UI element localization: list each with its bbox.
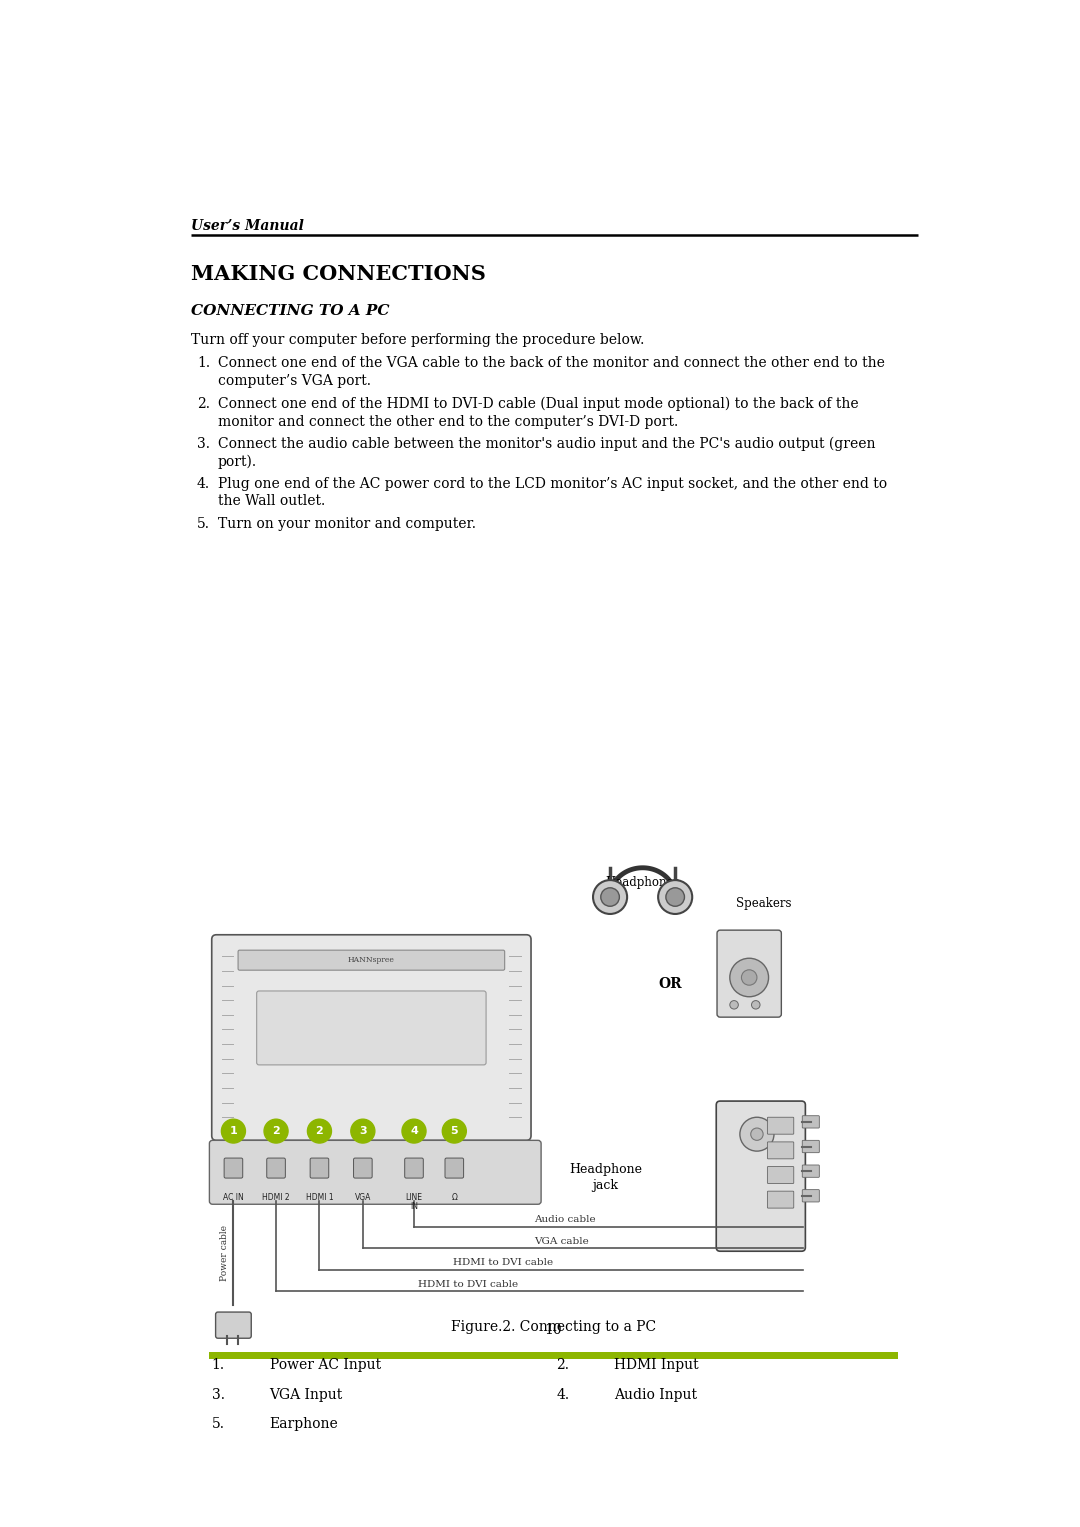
Text: LINE
IN: LINE IN xyxy=(405,1193,422,1211)
FancyBboxPatch shape xyxy=(802,1116,820,1128)
Circle shape xyxy=(264,1119,288,1144)
Bar xyxy=(554,1382,583,1408)
FancyBboxPatch shape xyxy=(405,1157,423,1177)
Circle shape xyxy=(742,970,757,985)
Circle shape xyxy=(443,1119,467,1144)
Text: Turn off your computer before performing the procedure below.: Turn off your computer before performing… xyxy=(191,333,644,347)
Text: HDMI 1: HDMI 1 xyxy=(306,1193,334,1202)
FancyBboxPatch shape xyxy=(257,991,486,1064)
Circle shape xyxy=(600,887,619,906)
Text: HDMI 2: HDMI 2 xyxy=(262,1193,289,1202)
FancyBboxPatch shape xyxy=(717,930,781,1017)
Text: Figure.2. Connecting to a PC: Figure.2. Connecting to a PC xyxy=(451,1319,656,1333)
Text: VGA: VGA xyxy=(354,1193,372,1202)
Text: HANNspree: HANNspree xyxy=(348,956,395,964)
Text: 2: 2 xyxy=(315,1125,323,1136)
Circle shape xyxy=(221,1119,245,1144)
Text: HDMI Input: HDMI Input xyxy=(615,1358,699,1373)
Text: Earphone: Earphone xyxy=(270,1417,338,1431)
Text: Power AC Input: Power AC Input xyxy=(270,1358,381,1373)
Text: AC IN: AC IN xyxy=(224,1193,244,1202)
Text: 2.: 2. xyxy=(197,397,210,411)
FancyBboxPatch shape xyxy=(310,1157,328,1177)
Text: 3.: 3. xyxy=(212,1388,225,1402)
FancyBboxPatch shape xyxy=(716,1101,806,1251)
FancyBboxPatch shape xyxy=(445,1157,463,1177)
Text: HDMI to DVI cable: HDMI to DVI cable xyxy=(418,1280,518,1289)
Text: CONNECTING TO A PC: CONNECTING TO A PC xyxy=(191,304,389,318)
Text: Headphone
jack: Headphone jack xyxy=(569,1162,642,1191)
Circle shape xyxy=(666,887,685,906)
Text: 10: 10 xyxy=(544,1324,563,1338)
FancyBboxPatch shape xyxy=(768,1118,794,1135)
Text: Power cable: Power cable xyxy=(219,1225,229,1281)
FancyBboxPatch shape xyxy=(210,1141,541,1205)
FancyBboxPatch shape xyxy=(238,950,504,970)
Text: 2.: 2. xyxy=(556,1358,569,1373)
Bar xyxy=(583,1351,899,1379)
Text: Speakers: Speakers xyxy=(735,896,792,910)
Text: 5: 5 xyxy=(450,1125,458,1136)
Text: 3.: 3. xyxy=(197,437,210,450)
FancyBboxPatch shape xyxy=(768,1167,794,1183)
Text: 5.: 5. xyxy=(197,516,210,531)
Text: 5.: 5. xyxy=(212,1417,225,1431)
Text: Audio cable: Audio cable xyxy=(535,1215,596,1225)
Bar xyxy=(208,1382,238,1408)
Text: MAKING CONNECTIONS: MAKING CONNECTIONS xyxy=(191,264,486,284)
Text: Connect one end of the VGA cable to the back of the monitor and connect the othe: Connect one end of the VGA cable to the … xyxy=(218,356,885,388)
Text: 2: 2 xyxy=(272,1125,280,1136)
FancyBboxPatch shape xyxy=(267,1157,285,1177)
Circle shape xyxy=(752,1000,760,1009)
Circle shape xyxy=(351,1119,375,1144)
Circle shape xyxy=(308,1119,332,1144)
FancyBboxPatch shape xyxy=(768,1191,794,1208)
Circle shape xyxy=(751,1128,764,1141)
FancyBboxPatch shape xyxy=(768,1142,794,1159)
Text: Ω: Ω xyxy=(451,1193,457,1202)
Text: 4.: 4. xyxy=(556,1388,569,1402)
FancyBboxPatch shape xyxy=(802,1165,820,1177)
Bar xyxy=(583,1411,899,1437)
Text: 4.: 4. xyxy=(197,476,211,490)
Circle shape xyxy=(402,1119,426,1144)
Text: HDMI to DVI cable: HDMI to DVI cable xyxy=(453,1258,553,1267)
Text: 4: 4 xyxy=(410,1125,418,1136)
Circle shape xyxy=(740,1118,774,1151)
FancyBboxPatch shape xyxy=(802,1190,820,1202)
Text: 1.: 1. xyxy=(197,356,211,371)
Text: VGA Input: VGA Input xyxy=(270,1388,342,1402)
Bar xyxy=(238,1382,554,1408)
FancyBboxPatch shape xyxy=(212,935,531,1141)
Text: Connect one end of the HDMI to DVI-D cable (Dual input mode optional) to the bac: Connect one end of the HDMI to DVI-D cab… xyxy=(218,397,859,429)
Bar xyxy=(208,1351,238,1379)
FancyBboxPatch shape xyxy=(216,1312,252,1338)
Circle shape xyxy=(730,959,769,997)
Bar xyxy=(238,1351,554,1379)
FancyBboxPatch shape xyxy=(225,1157,243,1177)
Text: Connect the audio cable between the monitor's audio input and the PC's audio out: Connect the audio cable between the moni… xyxy=(218,437,876,469)
Text: 3: 3 xyxy=(359,1125,367,1136)
Bar xyxy=(554,1411,583,1437)
Text: OR: OR xyxy=(658,977,681,991)
Bar xyxy=(238,1411,554,1437)
Circle shape xyxy=(730,1000,739,1009)
Text: Turn on your monitor and computer.: Turn on your monitor and computer. xyxy=(218,516,476,531)
FancyBboxPatch shape xyxy=(353,1157,373,1177)
Bar xyxy=(554,1351,583,1379)
Text: User’s Manual: User’s Manual xyxy=(191,220,303,234)
Text: 1: 1 xyxy=(230,1125,238,1136)
Text: Plug one end of the AC power cord to the LCD monitor’s AC input socket, and the : Plug one end of the AC power cord to the… xyxy=(218,476,887,508)
Circle shape xyxy=(593,880,627,915)
Text: VGA cable: VGA cable xyxy=(535,1237,589,1246)
Text: 1.: 1. xyxy=(212,1358,225,1373)
Bar xyxy=(208,1411,238,1437)
Bar xyxy=(583,1382,899,1408)
Text: Headphones: Headphones xyxy=(606,876,680,889)
Circle shape xyxy=(658,880,692,915)
Text: Audio Input: Audio Input xyxy=(615,1388,698,1402)
FancyBboxPatch shape xyxy=(802,1141,820,1153)
